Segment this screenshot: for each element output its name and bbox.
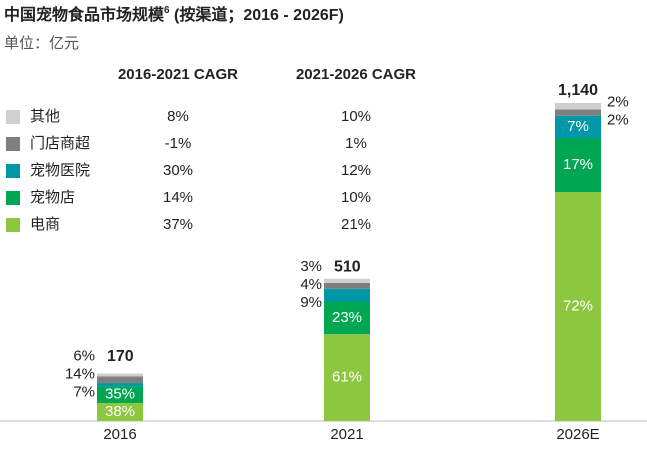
x-tick-label: 2026E — [556, 426, 599, 443]
table-cell: 21% — [341, 216, 371, 233]
segment-label: 17% — [563, 156, 593, 173]
segment-label: 2% — [607, 112, 629, 129]
bar-segment — [555, 192, 601, 421]
legend-label: 宠物医院 — [30, 161, 90, 179]
bar-segment — [97, 376, 143, 384]
bar-segment — [324, 288, 370, 302]
bar-segment — [324, 301, 370, 335]
legend-swatch — [6, 191, 20, 205]
subtitle: 单位：亿元 — [4, 35, 79, 52]
total-label: 1,140 — [558, 82, 598, 99]
total-label: 170 — [107, 348, 134, 365]
title-main: 中国宠物食品市场规模 — [4, 5, 165, 24]
segment-label: 7% — [73, 384, 95, 401]
legend-label: 电商 — [30, 216, 60, 233]
table-cell: 8% — [167, 108, 189, 125]
table-cell: 30% — [163, 162, 193, 179]
table-cell: 10% — [341, 108, 371, 125]
legend-label: 其他 — [30, 108, 60, 125]
segment-label: 2% — [607, 94, 629, 111]
table-header: 2021-2026 CAGR — [296, 66, 416, 83]
x-tick-label: 2016 — [103, 426, 136, 443]
bar-segment — [555, 109, 601, 116]
table-cell: 10% — [341, 189, 371, 206]
segment-label: 35% — [105, 386, 135, 403]
segment-label: 7% — [567, 118, 589, 135]
legend-label: 门店商超 — [30, 135, 90, 152]
segment-label: 6% — [73, 348, 95, 365]
legend-swatch — [6, 110, 20, 124]
bar-segment — [555, 137, 601, 193]
segment-label: 72% — [563, 297, 593, 314]
bar-segment — [555, 115, 601, 138]
title-note: 6 — [164, 5, 170, 16]
table-cell: -1% — [165, 135, 192, 152]
bar-segment — [97, 386, 143, 403]
table-cell: 37% — [163, 216, 193, 233]
bar-segment — [97, 373, 143, 377]
segment-label: 9% — [300, 294, 322, 311]
segment-label: 3% — [300, 258, 322, 275]
legend-swatch — [6, 218, 20, 232]
table-header: 2016-2021 CAGR — [118, 66, 238, 83]
segment-label: 23% — [332, 309, 362, 326]
segment-label: 38% — [105, 403, 135, 420]
legend-swatch — [6, 137, 20, 151]
chart-title: 中国宠物食品市场规模6 (按渠道；2016 - 2026F) — [4, 5, 344, 25]
table-cell: 14% — [163, 189, 193, 206]
total-label: 510 — [334, 258, 361, 275]
bar-segment — [324, 283, 370, 289]
bar-segment — [97, 402, 143, 421]
segment-label: 14% — [65, 366, 95, 383]
legend-label: 宠物店 — [30, 189, 75, 206]
table-cell: 1% — [345, 135, 367, 152]
bar-segment — [97, 383, 143, 387]
bar-segment — [555, 103, 601, 110]
segment-label: 4% — [300, 276, 322, 293]
x-tick-label: 2021 — [330, 426, 363, 443]
segment-label: 61% — [332, 369, 362, 386]
title-suffix: (按渠道；2016 - 2026F) — [170, 5, 344, 24]
table-cell: 12% — [341, 162, 371, 179]
legend-swatch — [6, 164, 20, 178]
bar-segment — [324, 278, 370, 284]
bar-segment — [324, 334, 370, 421]
